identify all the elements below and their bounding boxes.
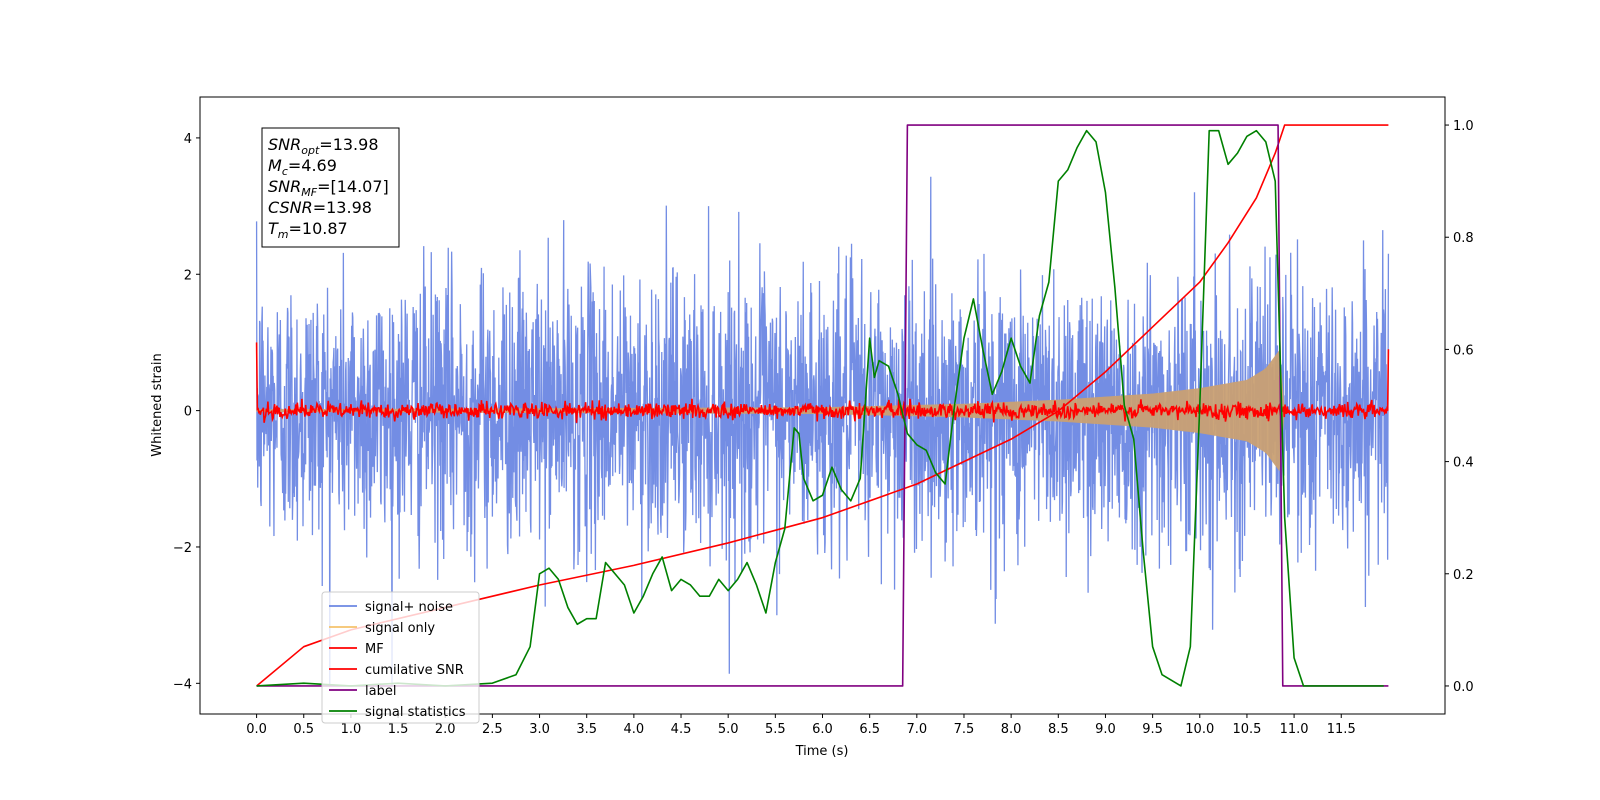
annotation-line: CSNR=13.98 [268,198,372,217]
y-right-tick-label: 0.2 [1453,568,1474,583]
annotation-value: =4.69 [288,156,337,175]
x-tick-label: 5.5 [765,722,786,737]
x-axis-label: Time (s) [795,744,849,759]
annotation-value: =13.98 [319,135,378,154]
signal-statistics-series [256,129,1384,687]
x-tick-label: 5.0 [718,722,739,737]
x-tick-label: 9.0 [1095,722,1116,737]
annotation-subscript: c [282,165,288,178]
legend-label: MF [365,642,384,657]
legend-frame [321,591,480,724]
label-series [256,124,1389,687]
annotation-symbol: T [268,219,279,238]
x-tick-label: 0.5 [293,722,314,737]
y-right-tick-label: 0.6 [1453,343,1474,358]
x-tick-label: 10.5 [1232,722,1261,737]
annotation-subscript: m [278,228,289,241]
legend-label: signal only [365,621,435,636]
y-left-tick-label: 0 [184,405,192,420]
x-tick-label: 9.5 [1142,722,1163,737]
x-tick-label: 8.5 [1048,722,1069,737]
x-tick-label: 11.0 [1280,722,1309,737]
annotation-line: SNRMF=[14.07] [268,177,389,199]
x-tick-label: 2.5 [482,722,503,737]
annotation-value: =10.87 [289,219,348,238]
stats-annotation-box: SNRopt=13.98Mc=4.69SNRMF=[14.07]CSNR=13.… [261,127,400,248]
y-right-tick-label: 0.0 [1453,680,1474,695]
y-axis-left: 4 2 0 −2 −4 [173,132,200,692]
annotation-value: =[14.07] [317,177,389,196]
x-tick-label: 2.0 [435,722,456,737]
y-left-tick-label: −4 [173,677,192,692]
x-tick-label: 6.5 [859,722,880,737]
y-right-tick-label: 1.0 [1453,119,1474,134]
x-tick-label: 6.0 [812,722,833,737]
x-tick-label: 1.0 [341,722,362,737]
x-tick-label: 7.5 [954,722,975,737]
x-tick-label: 7.0 [906,722,927,737]
legend-label: signal+ noise [365,600,453,615]
x-tick-label: 3.0 [529,722,550,737]
annotation-subscript: opt [301,144,320,157]
annotation-line: Tm=10.87 [268,219,348,241]
annotation-subscript: MF [301,186,317,199]
x-tick-label: 8.0 [1001,722,1022,737]
annotation-line: Mc=4.69 [268,156,337,178]
annotation-value: =13.98 [313,198,372,217]
annotation-symbol: M [268,156,282,175]
x-tick-label: 0.0 [246,722,267,737]
y-right-tick-label: 0.8 [1453,231,1474,246]
y-right-tick-label: 0.4 [1453,456,1474,471]
x-tick-label: 10.0 [1185,722,1214,737]
y-left-tick-label: 4 [184,132,192,147]
legend-label: label [365,684,396,699]
x-axis: 0.0 0.5 1.0 1.5 2.0 2.5 3.0 3.5 4.0 4.5 5.0 5.5 6.0 6… [246,714,1356,737]
legend-label: signal statistics [365,705,466,720]
annotation-frame [261,127,400,248]
x-tick-label: 4.5 [671,722,692,737]
legend: signal+ noise signal only MF cumilative SNR… [321,591,480,724]
annotation-symbol: CSNR [268,198,313,217]
signal-statistics-line [256,129,1384,687]
y-axis-right: 0.0 0.2 0.4 0.6 0.8 1.0 [1445,119,1474,695]
annotation-symbol: SNR [268,177,301,196]
legend-label: cumilative SNR [365,663,464,678]
y-left-tick-label: 2 [184,268,192,283]
x-tick-label: 3.5 [576,722,597,737]
x-tick-label: 11.5 [1327,722,1356,737]
annotation-symbol: SNR [268,135,301,154]
x-tick-label: 1.5 [388,722,409,737]
annotation-line: SNRopt=13.98 [268,135,379,157]
label-line [256,124,1389,687]
x-tick-label: 4.0 [624,722,645,737]
y-left-tick-label: −2 [173,541,192,556]
y-axis-label: Whitened strain [150,353,165,456]
